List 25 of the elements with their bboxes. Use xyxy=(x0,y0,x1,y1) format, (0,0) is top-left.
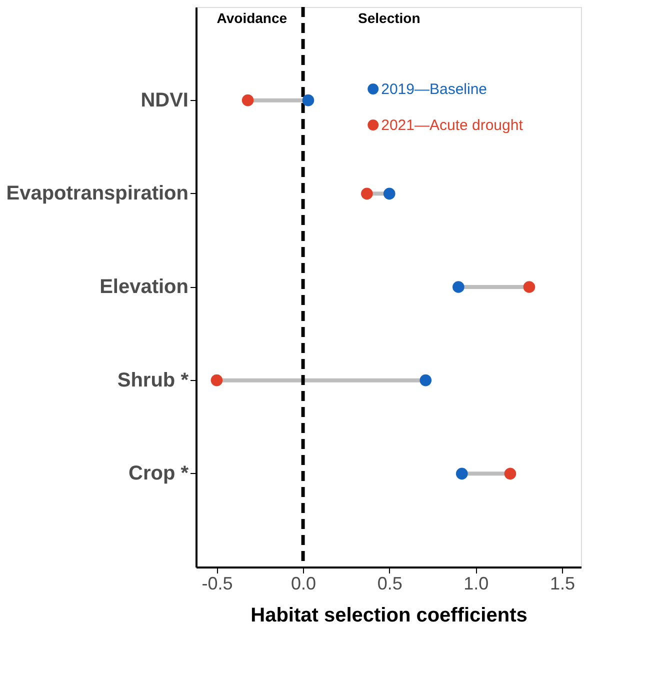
y-tick-label: NDVI xyxy=(140,89,188,112)
y-tick-label: Evapotranspiration xyxy=(6,182,188,205)
annotation: Avoidance xyxy=(216,10,288,26)
y-tick-label: Shrub * xyxy=(117,369,189,392)
point xyxy=(523,281,536,293)
x-tick-label: 1.5 xyxy=(550,574,576,594)
x-tick-label: -0.5 xyxy=(202,574,233,594)
annotation: Selection xyxy=(358,10,420,26)
point xyxy=(361,188,373,200)
point xyxy=(504,468,516,480)
point xyxy=(420,374,432,386)
legend-label: 2019—Baseline xyxy=(381,81,488,98)
x-tick-label: 1.0 xyxy=(464,574,489,594)
point xyxy=(210,374,223,386)
point xyxy=(452,281,464,293)
legend-label: 2021—Acute drought xyxy=(381,117,524,134)
point xyxy=(456,468,468,480)
y-tick-label: Elevation xyxy=(100,276,188,298)
x-tick-label: 0.0 xyxy=(291,574,316,594)
y-tick-label: Crop * xyxy=(128,462,189,485)
point xyxy=(302,94,314,106)
point xyxy=(383,188,396,200)
x-tick-label: 0.5 xyxy=(377,574,402,594)
point xyxy=(242,94,254,106)
x-axis-title: Habitat selection coefficients xyxy=(250,604,528,626)
